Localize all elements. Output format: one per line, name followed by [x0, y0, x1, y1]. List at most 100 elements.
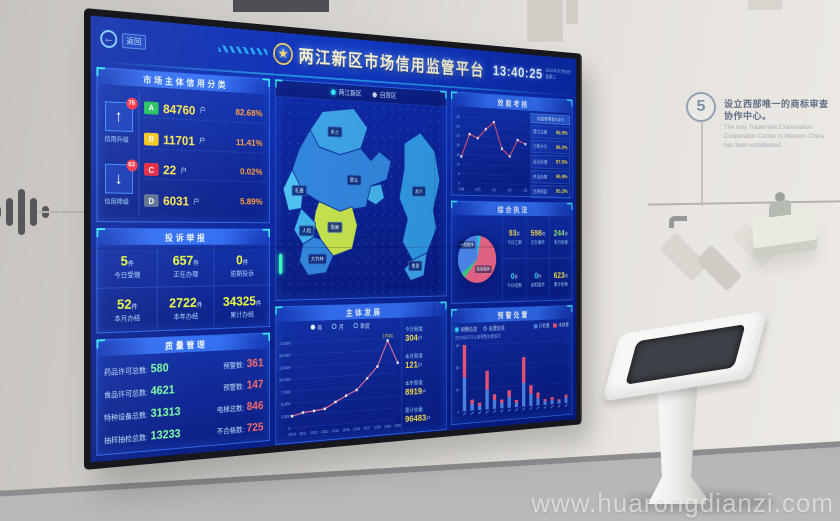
legend-swatch	[553, 323, 557, 327]
stat-value: 623件	[554, 270, 569, 280]
deco-slashes-icon	[219, 45, 268, 55]
svg-text:2020: 2020	[394, 423, 401, 428]
svg-text:2,500: 2,500	[281, 414, 291, 419]
assessment-list-row[interactable]: 信用修复 95.2%	[531, 185, 571, 199]
upgrade-label: 信用升级	[104, 132, 132, 143]
stat-unit: 件	[131, 304, 137, 311]
enforcement-pie-chart: 简易程序 一般程序	[452, 215, 503, 303]
svg-text:2011: 2011	[299, 431, 307, 436]
grade-count: 6031	[163, 194, 189, 209]
grade-unit: 户	[181, 166, 187, 176]
enforcement-stat: 623件 累计结案	[549, 258, 572, 300]
enforcement-stat: 0件 逾期案件	[526, 258, 549, 301]
map-region-label: 鸳鸯	[327, 222, 342, 233]
stat-value: 52件	[117, 296, 137, 312]
quality-row: 特种设备总数: 31313 电梯总数: 846	[104, 399, 263, 424]
assessment-list-row[interactable]: 投诉办理 97.6%	[531, 155, 571, 170]
map-tab[interactable]: 两江新区	[331, 87, 362, 99]
stat-unit: 户	[422, 390, 426, 395]
map-region-label: 水土	[327, 126, 342, 138]
stat-unit: 户	[418, 337, 422, 342]
district-map: 水土 翠云 礼嘉 鸳鸯 人和 大竹林 龙兴 鱼复	[276, 97, 446, 300]
quality-label: 药品许可总数:	[104, 365, 148, 378]
stat-unit: 件	[565, 232, 568, 237]
development-stat: 本年新增: 8919户	[405, 377, 443, 398]
tab-label: 自贸区	[380, 90, 397, 101]
grade-badge: B	[144, 132, 159, 145]
svg-text:15,000: 15,000	[279, 353, 291, 358]
upgrade-count-badge: 76	[126, 97, 137, 109]
svg-text:5: 5	[458, 171, 460, 175]
development-chart-svg: 02,5005,0007,50010,00012,50015,00017,500…	[276, 330, 402, 440]
kiosk-head	[602, 310, 768, 401]
panel-title: 投诉举报	[97, 229, 269, 245]
timeline-line-left	[38, 211, 88, 213]
development-stat: 累计总量: 96483户	[405, 404, 443, 425]
stat-unit: 件	[565, 274, 568, 279]
svg-text:2012: 2012	[310, 430, 318, 435]
warning-mode-radio[interactable]: 处置信息	[483, 323, 505, 331]
credit-upgrade-button[interactable]: ↑ 76	[104, 101, 132, 132]
assessment-list-row[interactable]: 执法办案 96.8%	[531, 170, 571, 184]
stat-value: 96483户	[405, 411, 443, 425]
quality-row: 抽样抽检总数: 13233 不合格数: 725	[104, 420, 263, 446]
map-region-label: 大竹林	[308, 253, 327, 264]
svg-text:2016: 2016	[353, 426, 361, 431]
grade-percent: 5.89%	[240, 197, 265, 208]
assessment-list-row[interactable]: 登记注册 98.5%	[531, 125, 571, 140]
stat-label: 今日立案	[507, 239, 522, 246]
quality-warn-value: 846	[247, 399, 264, 413]
legend-label: 月	[339, 321, 344, 330]
stat-label: 今日结案	[507, 282, 522, 289]
svg-text:2018: 2018	[374, 425, 382, 430]
platform-title: 两江新区市场信用监管平台	[299, 42, 485, 81]
warning-mode-radio[interactable]: 预警信息	[455, 325, 477, 334]
stat-label: 本月办结	[114, 313, 140, 324]
svg-text:90: 90	[456, 343, 460, 348]
tab-label: 两江新区	[339, 87, 362, 98]
legend-option[interactable]: 年	[310, 322, 322, 332]
stat-value: 5件	[121, 252, 134, 268]
svg-text:17034: 17034	[382, 334, 393, 340]
rank-label: 行政许可	[533, 143, 547, 150]
legend-option[interactable]: 季度	[353, 321, 370, 331]
stat-label: 逾期案件	[531, 281, 545, 288]
legend-label: 年	[317, 322, 322, 331]
stat-value: 34325件	[223, 293, 261, 309]
grade-percent: 0.02%	[240, 167, 265, 178]
rank-label: 登记注册	[533, 128, 547, 135]
rank-label: 投诉办理	[533, 158, 547, 165]
faucet-icon	[669, 216, 687, 228]
tab-dot-icon	[331, 89, 336, 95]
stat-unit: 件	[193, 260, 199, 267]
development-panel: 主体发展 年月季度 0 2,500 5,000 7,500 10,000 12,500 15…	[275, 301, 447, 445]
stat-unit: 件	[256, 300, 261, 307]
credit-grade-row: C 22 户 0.02%	[144, 160, 265, 182]
svg-text:12月: 12月	[475, 187, 481, 191]
credit-grade-row: A 84760 户 82.68%	[144, 98, 265, 124]
stat-unit: 件	[542, 232, 546, 237]
complaint-stat: 657件 正在办理	[157, 245, 214, 288]
map-tab[interactable]: 自贸区	[372, 89, 396, 100]
svg-text:25: 25	[456, 133, 460, 138]
rank-value: 96.8%	[556, 174, 568, 180]
svg-text:2019: 2019	[384, 424, 391, 429]
milestone-text-zh: 设立西部唯一的商标审查协作中心。	[724, 99, 836, 122]
development-stat: 本月新增: 121户	[405, 350, 443, 370]
stat-label: 本月结案	[554, 239, 568, 246]
enforcement-stat: 93件 今日立案	[502, 216, 526, 259]
assessment-list-row[interactable]: 行政许可 98.2%	[531, 140, 571, 155]
svg-text:10月: 10月	[458, 187, 464, 191]
kiosk-touchscreen[interactable]	[625, 324, 745, 385]
credit-downgrade-button[interactable]: ↓ 63	[104, 163, 132, 193]
stat-label: 逾期投诉	[230, 268, 254, 278]
svg-text:60: 60	[456, 365, 460, 370]
stat-label: 累计结案	[554, 281, 568, 288]
back-button[interactable]: ← 返回	[100, 29, 146, 50]
legend-option[interactable]: 月	[332, 321, 344, 330]
map-zoom-slider[interactable]	[279, 254, 282, 274]
legend-dot-icon	[332, 324, 337, 330]
legend-swatch	[534, 324, 538, 328]
stat-unit: 件	[515, 275, 519, 280]
map-region-label: 礼嘉	[292, 185, 307, 196]
